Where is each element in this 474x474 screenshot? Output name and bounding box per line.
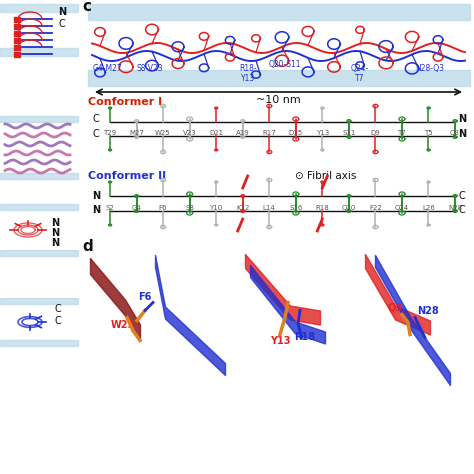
Text: Q20-S11: Q20-S11 bbox=[269, 60, 301, 69]
Text: N28: N28 bbox=[417, 307, 439, 317]
Text: C: C bbox=[459, 191, 465, 201]
Bar bbox=[88, 70, 470, 86]
Text: N28-Q3: N28-Q3 bbox=[416, 64, 445, 73]
Text: W25: W25 bbox=[155, 130, 171, 136]
Bar bbox=[0, 298, 78, 304]
Text: ⊙ Fibril axis: ⊙ Fibril axis bbox=[295, 171, 356, 181]
Text: R18: R18 bbox=[315, 204, 329, 210]
Text: Q3: Q3 bbox=[388, 302, 402, 312]
Bar bbox=[0, 173, 78, 179]
Text: N: N bbox=[51, 238, 59, 248]
Bar bbox=[0, 116, 78, 122]
Text: N: N bbox=[458, 129, 466, 139]
Text: F6: F6 bbox=[138, 292, 152, 302]
Text: N28: N28 bbox=[448, 204, 462, 210]
Text: Q20: Q20 bbox=[342, 204, 356, 210]
Bar bbox=[0, 250, 78, 256]
Text: A19: A19 bbox=[236, 130, 250, 136]
Bar bbox=[0, 48, 78, 56]
Bar bbox=[14, 17, 20, 22]
Text: F6: F6 bbox=[159, 204, 167, 210]
Text: N: N bbox=[58, 7, 66, 17]
Text: N: N bbox=[458, 114, 466, 124]
Text: Y10: Y10 bbox=[210, 204, 223, 210]
Text: Y13: Y13 bbox=[270, 337, 290, 346]
Text: D15: D15 bbox=[289, 130, 303, 136]
Text: d: d bbox=[82, 238, 93, 254]
Bar bbox=[14, 31, 20, 36]
Bar bbox=[14, 24, 20, 29]
Text: Q24-
T7: Q24- T7 bbox=[351, 64, 369, 83]
Text: Conformer I: Conformer I bbox=[88, 97, 162, 107]
Text: R17: R17 bbox=[262, 130, 276, 136]
Text: T7: T7 bbox=[398, 130, 406, 136]
Text: D9: D9 bbox=[371, 130, 380, 136]
Text: L14: L14 bbox=[263, 204, 275, 210]
Bar bbox=[0, 340, 78, 346]
Text: C: C bbox=[59, 19, 65, 29]
Text: C: C bbox=[459, 205, 465, 215]
Bar bbox=[0, 4, 78, 12]
Text: N: N bbox=[92, 191, 100, 201]
Text: Y13: Y13 bbox=[316, 130, 329, 136]
Bar bbox=[88, 4, 470, 20]
Text: M27: M27 bbox=[129, 130, 144, 136]
Text: S8: S8 bbox=[185, 204, 194, 210]
Text: F22: F22 bbox=[369, 204, 382, 210]
Text: W25: W25 bbox=[111, 319, 135, 329]
Bar bbox=[14, 45, 20, 50]
Bar bbox=[0, 204, 78, 210]
Text: S8-V23: S8-V23 bbox=[137, 64, 164, 73]
Text: c: c bbox=[82, 0, 91, 13]
Text: N: N bbox=[92, 205, 100, 215]
Text: L26: L26 bbox=[422, 204, 435, 210]
Text: C: C bbox=[55, 316, 61, 326]
Text: S2: S2 bbox=[106, 204, 114, 210]
Text: ~10 nm: ~10 nm bbox=[255, 95, 301, 105]
Text: G4: G4 bbox=[132, 204, 141, 210]
Text: V23: V23 bbox=[183, 130, 196, 136]
Text: Conformer II: Conformer II bbox=[88, 171, 166, 181]
Text: G4-M27: G4-M27 bbox=[93, 64, 123, 73]
Text: N: N bbox=[51, 228, 59, 238]
Text: S11: S11 bbox=[342, 130, 356, 136]
Text: D21: D21 bbox=[209, 130, 223, 136]
Text: R18-
Y13: R18- Y13 bbox=[239, 64, 257, 83]
Text: N: N bbox=[51, 218, 59, 228]
Text: Q3: Q3 bbox=[450, 130, 460, 136]
Text: R18: R18 bbox=[294, 332, 316, 343]
Text: C: C bbox=[92, 129, 100, 139]
Text: K12: K12 bbox=[236, 204, 249, 210]
Bar bbox=[14, 52, 20, 57]
Text: C: C bbox=[92, 114, 100, 124]
Bar bbox=[14, 38, 20, 43]
Text: Q24: Q24 bbox=[395, 204, 409, 210]
Text: T29: T29 bbox=[103, 130, 117, 136]
Text: T5: T5 bbox=[424, 130, 433, 136]
Text: S16: S16 bbox=[289, 204, 302, 210]
Text: C: C bbox=[55, 304, 61, 314]
